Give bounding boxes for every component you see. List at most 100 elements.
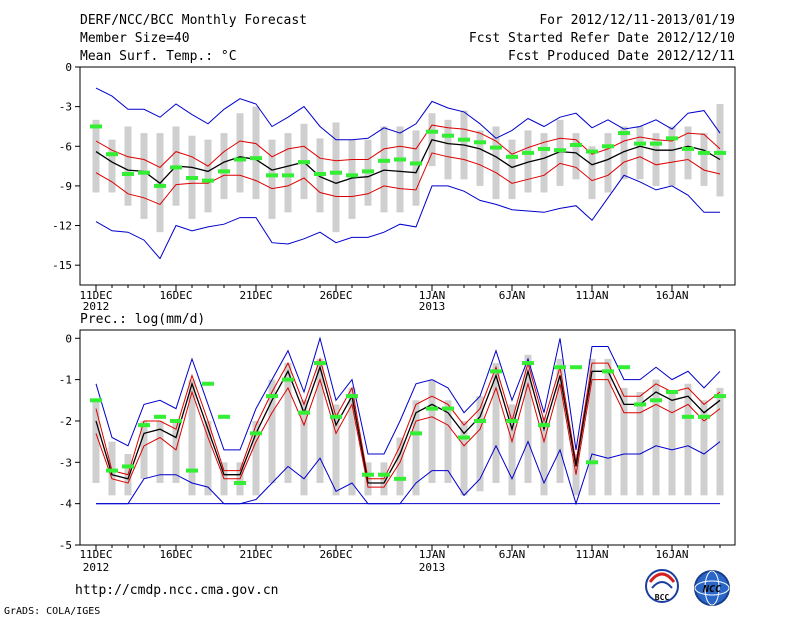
climatology-marker <box>282 377 294 382</box>
climatology-marker <box>362 169 374 174</box>
x-tick-label: 1JAN <box>419 289 446 302</box>
climatology-marker <box>506 418 518 423</box>
ensemble-spread-bar <box>188 379 196 496</box>
ensemble-spread-bar <box>252 420 260 496</box>
ensemble-max-line <box>95 87 721 141</box>
ensemble-spread-bar <box>700 400 708 496</box>
ensemble-spread-bar <box>172 420 180 483</box>
x-tick-year-label: 2013 <box>419 561 446 574</box>
climatology-marker <box>506 154 518 159</box>
y-tick-label: 0 <box>65 332 72 345</box>
x-tick-label: 11JAN <box>575 548 608 561</box>
climatology-marker <box>714 394 726 399</box>
ensemble-spread-bar <box>492 126 500 200</box>
ensemble-spread-bar <box>524 354 532 483</box>
climatology-marker <box>410 431 422 436</box>
ensemble-spread-bar <box>380 126 388 213</box>
ensemble-spread-bar <box>268 139 276 219</box>
climatology-marker <box>378 158 390 163</box>
ensemble-spread-bar <box>540 133 548 193</box>
climatology-marker <box>634 402 646 407</box>
climatology-marker <box>522 361 534 366</box>
climatology-marker <box>170 165 182 170</box>
y-tick-label: -12 <box>52 220 72 233</box>
climatology-marker <box>682 414 694 419</box>
ensemble-spread-bar <box>284 133 292 213</box>
climatology-marker <box>650 141 662 146</box>
ensemble-spread-bar <box>476 396 484 492</box>
forecast-produced: Fcst Produced Date 2012/12/11 <box>508 49 735 64</box>
climatology-marker <box>378 472 390 477</box>
x-tick-label: 16JAN <box>655 548 688 561</box>
climatology-marker <box>346 394 358 399</box>
ensemble-spread-bar <box>460 420 468 496</box>
forecast-range: For 2012/12/11-2013/01/19 <box>539 13 735 28</box>
y-tick-label: -5 <box>59 539 72 552</box>
ensemble-spread-bar <box>316 358 324 483</box>
ensemble-min-line <box>96 440 721 506</box>
climatology-marker <box>122 172 134 177</box>
climatology-marker <box>650 398 662 403</box>
ensemble-spread-bar <box>604 133 612 193</box>
x-tick-year-label: 2012 <box>83 561 110 574</box>
climatology-marker <box>474 418 486 423</box>
ncc-logo: NCC <box>694 570 730 606</box>
ensemble-spread-bar <box>636 392 644 496</box>
ensemble-spread-bar <box>716 103 724 197</box>
climatology-marker <box>426 129 438 134</box>
climatology-marker <box>154 183 166 188</box>
climatology-marker <box>666 390 678 395</box>
y-tick-label: -6 <box>59 140 72 153</box>
ensemble-mean-line <box>95 365 721 484</box>
x-tick-label: 6JAN <box>499 289 526 302</box>
climatology-marker <box>234 480 246 485</box>
climatology-marker <box>314 361 326 366</box>
ensemble-mean-line <box>95 138 721 185</box>
climatology-marker <box>522 150 534 155</box>
mean-1-std-line <box>95 357 721 480</box>
ensemble-spread-bar <box>140 420 148 479</box>
x-tick-label: 1JAN <box>419 548 446 561</box>
ensemble-min-line <box>95 174 720 260</box>
ensemble-spread-bar <box>348 387 356 496</box>
x-tick-label: 16JAN <box>655 289 688 302</box>
x-tick-label: 11JAN <box>575 289 608 302</box>
footer-url: http://cmdp.ncc.cma.gov.cn <box>75 583 279 598</box>
ensemble-spread-bar <box>444 400 452 483</box>
climatology-marker <box>554 365 566 370</box>
y-tick-label: -4 <box>59 498 73 511</box>
ensemble-spread-bar <box>588 146 596 200</box>
ensemble-spread-bar <box>156 420 164 483</box>
climatology-marker <box>586 149 598 154</box>
y-tick-label: -3 <box>59 101 72 114</box>
climatology-marker <box>250 156 262 161</box>
ensemble-max-line <box>95 336 721 455</box>
climatology-marker <box>170 418 182 423</box>
climatology-marker <box>698 414 710 419</box>
x-tick-year-label: 2012 <box>83 300 110 313</box>
ensemble-spread-bar <box>700 133 708 186</box>
climatology-marker <box>266 394 278 399</box>
ensemble-spread-bar <box>508 404 516 496</box>
ensemble-spread-bar <box>684 383 692 496</box>
ensemble-spread-bar <box>396 126 404 213</box>
climatology-marker <box>618 131 630 136</box>
x-tick-label: 26DEC <box>319 289 352 302</box>
forecast-started: Fcst Started Refer Date 2012/12/10 <box>469 31 735 46</box>
y-tick-label: -3 <box>59 456 72 469</box>
climatology-marker <box>426 406 438 411</box>
climatology-marker <box>218 414 230 419</box>
climatology-marker <box>714 150 726 155</box>
ncc-logo-text: NCC <box>702 584 721 595</box>
y-tick-label: -1 <box>59 374 72 387</box>
climatology-marker <box>474 140 486 145</box>
climatology-marker <box>682 146 694 151</box>
ensemble-spread-bar <box>444 119 452 180</box>
climatology-marker <box>554 148 566 153</box>
climatology-marker <box>218 169 230 174</box>
climatology-marker <box>250 431 262 436</box>
climatology-marker <box>570 365 582 370</box>
x-tick-label: 16DEC <box>159 289 192 302</box>
